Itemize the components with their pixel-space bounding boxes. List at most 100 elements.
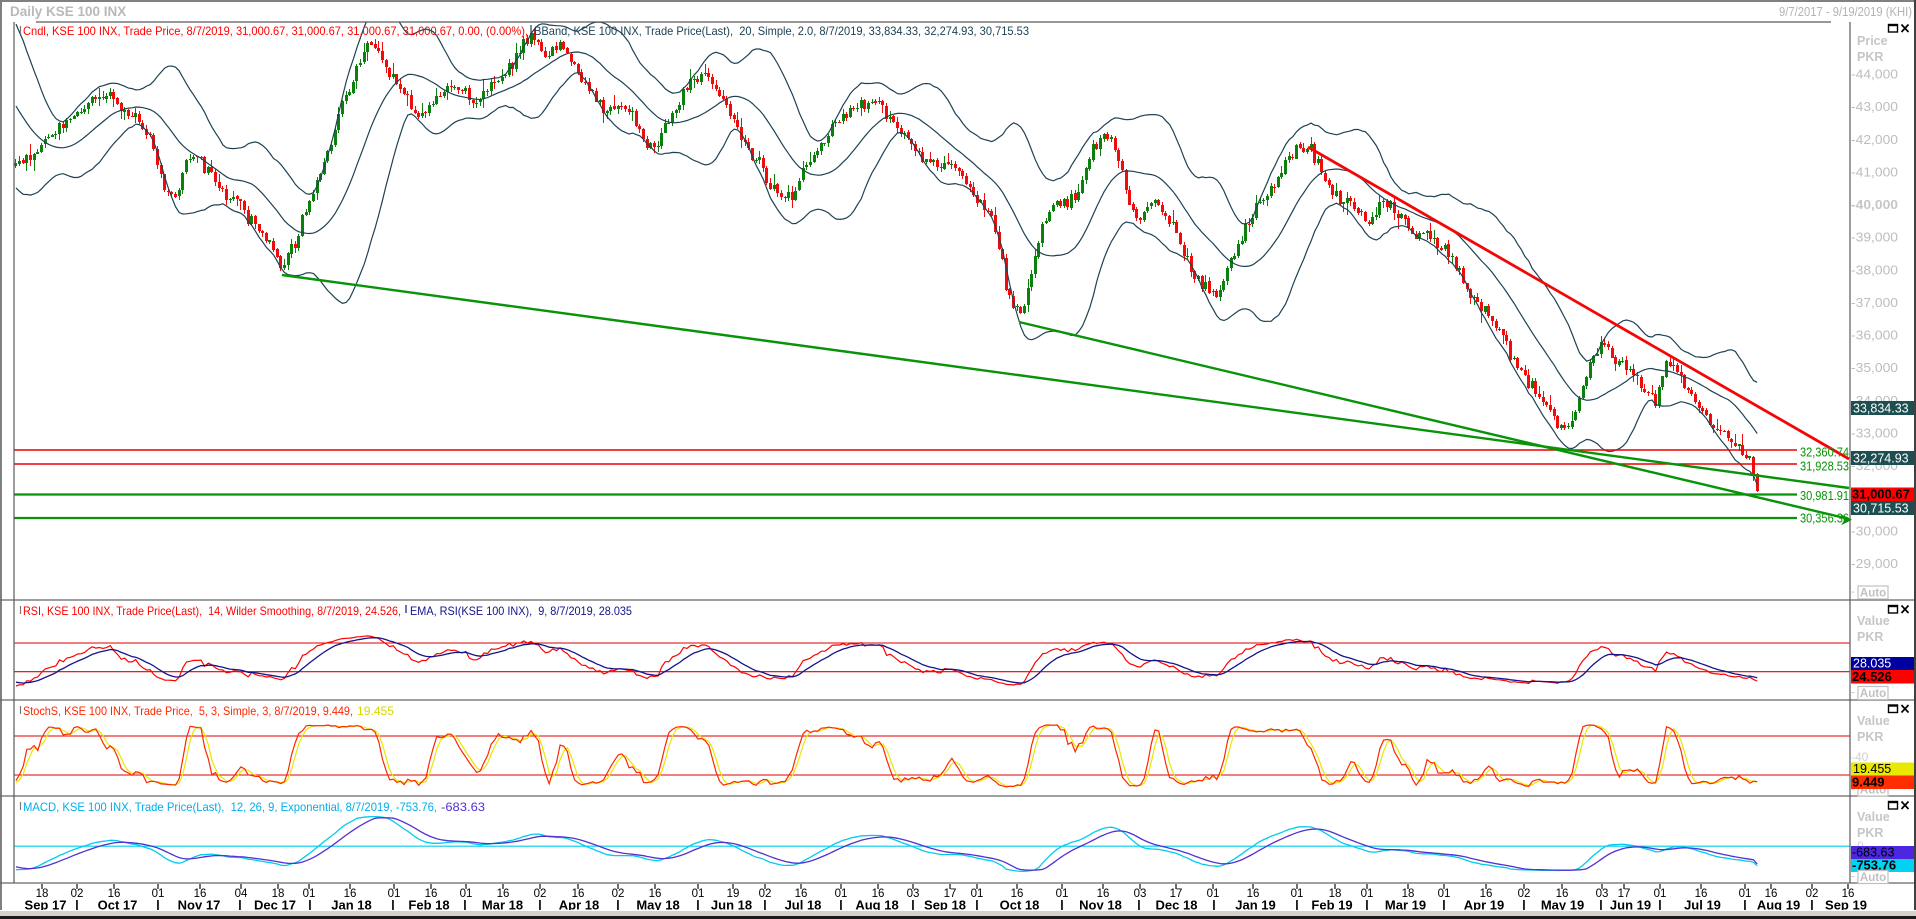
svg-text:-683.63: -683.63 (441, 800, 485, 814)
svg-text:32,360.74: 32,360.74 (1800, 446, 1849, 460)
svg-text:33,834.33: 33,834.33 (1853, 402, 1909, 416)
svg-text:16: 16 (1480, 888, 1493, 900)
svg-text:May 19: May 19 (1541, 898, 1584, 913)
svg-text:Price: Price (1857, 34, 1888, 48)
svg-text:16: 16 (344, 888, 357, 900)
svg-text:31,928.53: 31,928.53 (1800, 460, 1849, 474)
svg-text:|: | (1137, 898, 1141, 913)
svg-text:16: 16 (572, 888, 585, 900)
svg-text:Apr 19: Apr 19 (1464, 898, 1504, 913)
svg-text:30,356.36: 30,356.36 (1800, 512, 1849, 526)
svg-text:Value: Value (1857, 614, 1890, 628)
svg-text:16: 16 (108, 888, 121, 900)
svg-text:-40,000: -40,000 (1851, 198, 1898, 212)
svg-text:-683.63: -683.63 (1852, 846, 1894, 860)
svg-text:|: | (1743, 898, 1747, 913)
svg-text:16: 16 (1247, 888, 1260, 900)
svg-text:01: 01 (460, 888, 473, 900)
svg-text:32,274.93: 32,274.93 (1853, 452, 1909, 466)
svg-text:16: 16 (1765, 888, 1778, 900)
svg-text:19.455: 19.455 (357, 704, 394, 718)
svg-text:02: 02 (612, 888, 625, 900)
svg-text:03: 03 (1134, 888, 1147, 900)
svg-text:-35,000: -35,000 (1851, 361, 1898, 375)
svg-text:03: 03 (907, 888, 920, 900)
svg-text:-38,000: -38,000 (1851, 263, 1898, 277)
svg-text:|: | (1658, 898, 1662, 913)
svg-text:-40: -40 (1851, 750, 1869, 764)
svg-text:Oct 18: Oct 18 (1000, 898, 1040, 913)
svg-text:-29,000: -29,000 (1851, 557, 1898, 571)
svg-text:PKR: PKR (1857, 826, 1883, 840)
svg-text:17: 17 (944, 888, 957, 900)
svg-text:01: 01 (1438, 888, 1451, 900)
svg-text:16: 16 (649, 888, 662, 900)
svg-text:-36,000: -36,000 (1851, 329, 1898, 343)
svg-text:|: | (156, 898, 160, 913)
svg-text:18: 18 (36, 888, 49, 900)
svg-text:Cndl, KSE 100 INX, Trade Price: Cndl, KSE 100 INX, Trade Price, 8/7/2019… (23, 24, 528, 38)
svg-text:Daily KSE 100 INX: Daily KSE 100 INX (10, 4, 126, 19)
svg-text:Dec 17: Dec 17 (254, 898, 296, 913)
svg-text:16: 16 (1556, 888, 1569, 900)
svg-text:|: | (839, 898, 843, 913)
svg-text:-37,000: -37,000 (1851, 296, 1898, 310)
svg-text:Jul 19: Jul 19 (1684, 898, 1721, 913)
svg-text:01: 01 (971, 888, 984, 900)
svg-text:|: | (616, 898, 620, 913)
svg-text:Oct 17: Oct 17 (98, 898, 138, 913)
svg-text:18: 18 (1329, 888, 1342, 900)
svg-text:01: 01 (1056, 888, 1069, 900)
svg-text:19.455: 19.455 (1853, 762, 1891, 776)
svg-text:-30,000: -30,000 (1851, 524, 1898, 538)
svg-text:01: 01 (1361, 888, 1374, 900)
svg-text:|: | (911, 898, 915, 913)
svg-text:02: 02 (759, 888, 772, 900)
svg-text:30,981.91: 30,981.91 (1800, 489, 1849, 503)
svg-text:-33,000: -33,000 (1851, 426, 1898, 440)
svg-text:|: | (538, 898, 542, 913)
svg-text:03: 03 (1596, 888, 1609, 900)
svg-text:BBand, KSE 100 INX, Trade Pric: BBand, KSE 100 INX, Trade Price(Last), 2… (534, 24, 1029, 38)
svg-text:31,000.67: 31,000.67 (1852, 487, 1910, 502)
svg-text:|: | (75, 898, 79, 913)
svg-text:-42,000: -42,000 (1851, 133, 1898, 147)
svg-text:01: 01 (152, 888, 165, 900)
svg-text:01: 01 (1207, 888, 1220, 900)
svg-text:Jan 18: Jan 18 (331, 898, 371, 913)
svg-text:Jun 18: Jun 18 (711, 898, 752, 913)
svg-text:Sep 19: Sep 19 (1825, 898, 1867, 913)
svg-text:PKR: PKR (1857, 630, 1883, 644)
svg-text:16: 16 (1695, 888, 1708, 900)
svg-text:01: 01 (1739, 888, 1752, 900)
svg-text:PKR: PKR (1857, 50, 1883, 64)
svg-text:|: | (696, 898, 700, 913)
svg-text:01: 01 (1654, 888, 1667, 900)
svg-text:19: 19 (727, 888, 740, 900)
svg-text:|: | (463, 898, 467, 913)
svg-text:24.526: 24.526 (1852, 669, 1892, 684)
svg-text:Apr 18: Apr 18 (559, 898, 599, 913)
svg-text:Feb 18: Feb 18 (408, 898, 449, 913)
svg-text:-44,000: -44,000 (1851, 68, 1898, 82)
svg-text:01: 01 (835, 888, 848, 900)
svg-text:Value: Value (1857, 714, 1890, 728)
svg-text:02: 02 (1806, 888, 1819, 900)
svg-text:16: 16 (425, 888, 438, 900)
svg-text:Sep 18: Sep 18 (924, 898, 966, 913)
svg-text:EMA, RSI(KSE 100 INX), 9, 8/7: EMA, RSI(KSE 100 INX), 9, 8/7/2019, 28.0… (410, 604, 632, 618)
svg-text:Value: Value (1857, 810, 1890, 824)
svg-text:04: 04 (235, 888, 248, 900)
svg-text:|: | (1442, 898, 1446, 913)
svg-text:RSI, KSE 100 INX, Trade Price(: RSI, KSE 100 INX, Trade Price(Last), 14,… (23, 604, 401, 618)
svg-text:Sep 17: Sep 17 (25, 898, 67, 913)
svg-text:9.449: 9.449 (1852, 775, 1885, 790)
svg-text:01: 01 (303, 888, 316, 900)
svg-text:Nov 17: Nov 17 (178, 898, 221, 913)
svg-text:16: 16 (1842, 888, 1855, 900)
svg-text:17: 17 (1618, 888, 1631, 900)
svg-text:9/7/2017 - 9/19/2019 (KHI): 9/7/2017 - 9/19/2019 (KHI) (1779, 4, 1912, 19)
svg-text:-43,000: -43,000 (1851, 100, 1898, 114)
svg-text:|: | (1212, 898, 1216, 913)
svg-text:02: 02 (71, 888, 84, 900)
